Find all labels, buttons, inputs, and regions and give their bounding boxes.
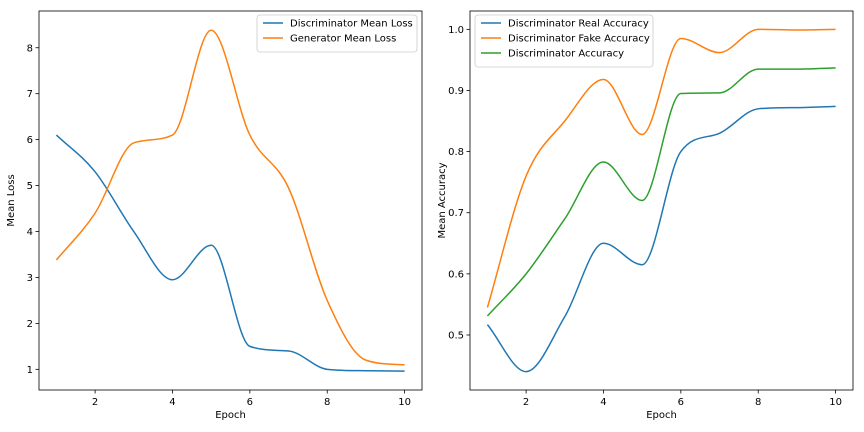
- series-line-2-3: [486, 67, 836, 317]
- y-axis-label: Mean Loss: [6, 174, 17, 226]
- series-line-2-1: [486, 105, 836, 373]
- legend-entry-label: Discriminator Mean Loss: [290, 19, 413, 30]
- x-tick-label: 4: [600, 397, 606, 408]
- y-tick-label: 8: [27, 43, 33, 54]
- y-tick-label: 0.5: [448, 330, 464, 341]
- y-tick-label: 4: [27, 227, 33, 238]
- y-tick-label: 5: [27, 181, 33, 192]
- series-line-1-2: [55, 29, 405, 366]
- legend-entry-label: Discriminator Accuracy: [508, 49, 624, 60]
- y-tick-label: 3: [27, 273, 33, 284]
- x-tick-label: 6: [678, 397, 684, 408]
- legend-entry-label: Generator Mean Loss: [290, 34, 396, 45]
- y-tick-label: 2: [27, 319, 33, 330]
- y-tick-label: 1.0: [448, 25, 464, 36]
- plot-frame: [38, 10, 423, 391]
- x-tick-label: 8: [324, 397, 330, 408]
- x-tick-label: 8: [755, 397, 761, 408]
- series-line-1-1: [55, 134, 405, 372]
- series-line-2-2: [486, 28, 836, 308]
- legend: Discriminator Real Accuracy Discriminator…: [474, 14, 654, 68]
- x-tick-label: 6: [247, 397, 253, 408]
- x-tick-label: 4: [169, 397, 175, 408]
- legend-box: [474, 14, 654, 68]
- x-axis-label: Epoch: [646, 410, 677, 421]
- legend: Discriminator Mean Loss Generator Mean Lo…: [256, 14, 418, 53]
- y-tick-label: 0.6: [448, 269, 464, 280]
- legend-entry-label: Discriminator Real Accuracy: [508, 19, 649, 30]
- x-tick-label: 2: [523, 397, 529, 408]
- x-tick-label: 2: [92, 397, 98, 408]
- y-tick-label: 7: [27, 89, 33, 100]
- y-tick-label: 1: [27, 365, 33, 376]
- y-tick-label: 0.8: [448, 147, 464, 158]
- chart-panel-2: 2 4 6 8 10 0.5 0.6 0.7 0.8 0.9 1.0 Epoch Mean Accura…: [437, 10, 854, 421]
- legend-box: [256, 14, 418, 53]
- y-tick-label: 0.7: [448, 208, 464, 219]
- x-tick-label: 10: [398, 397, 411, 408]
- legend-entry-label: Discriminator Fake Accuracy: [508, 34, 650, 45]
- plot-frame: [469, 10, 854, 391]
- y-tick-label: 0.9: [448, 86, 464, 97]
- y-tick-label: 6: [27, 135, 33, 146]
- x-tick-label: 10: [829, 397, 842, 408]
- x-axis-label: Epoch: [215, 410, 246, 421]
- y-axis-label: Mean Accuracy: [437, 162, 448, 238]
